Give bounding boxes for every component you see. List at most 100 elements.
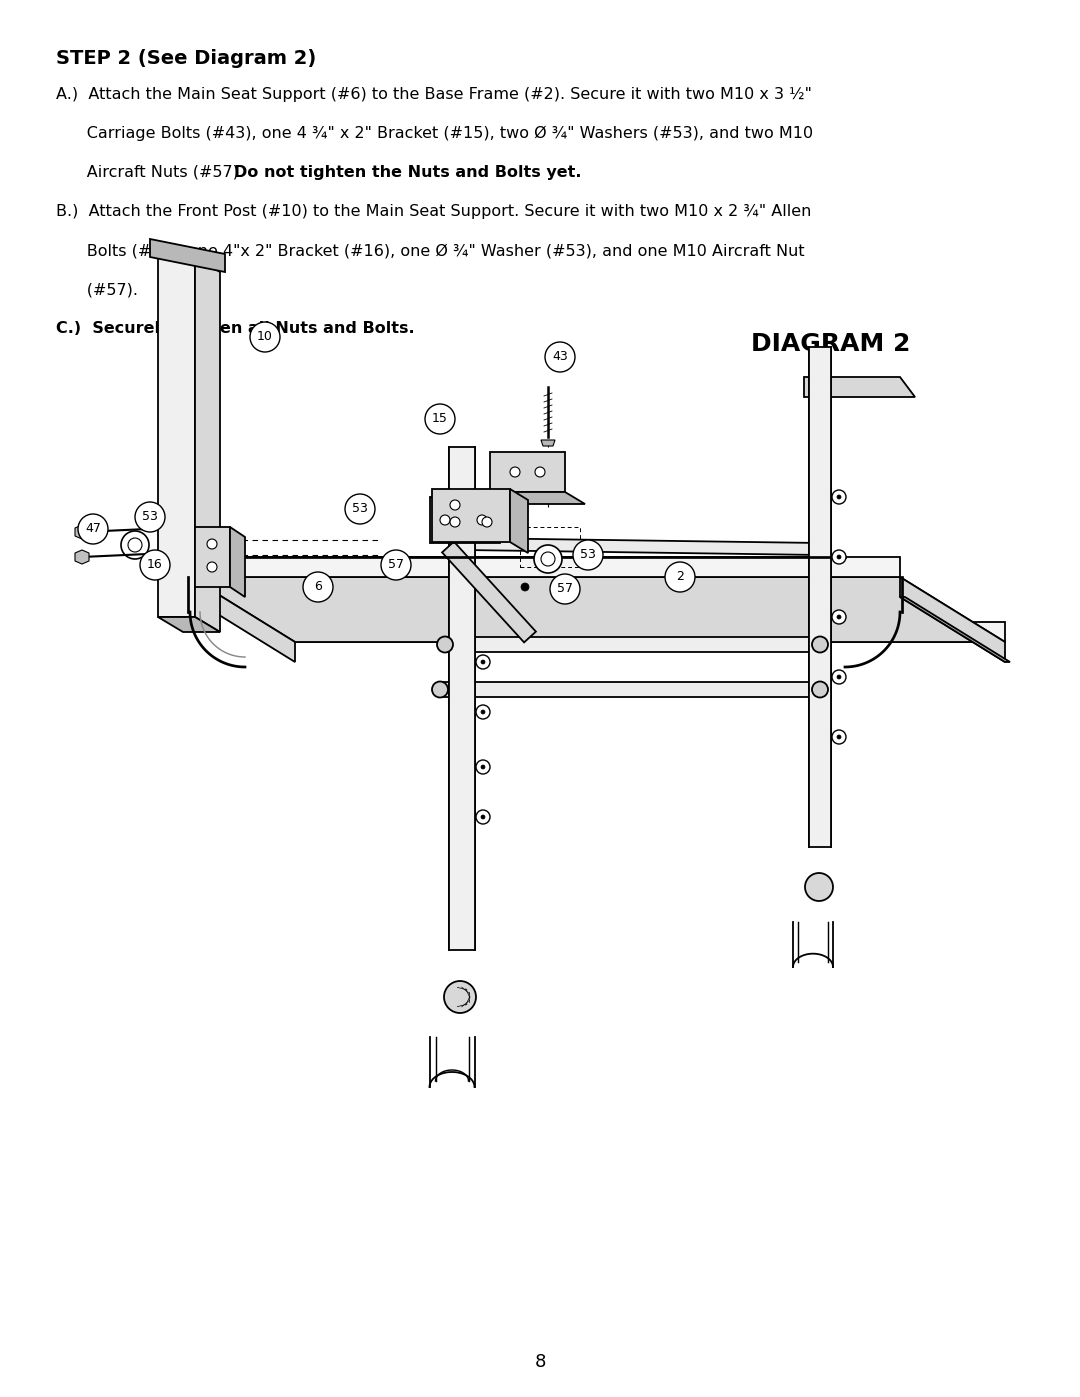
Text: 53: 53 (352, 503, 368, 515)
Text: Bolts (#47), one 4"x 2" Bracket (#16), one Ø ¾" Washer (#53), and one M10 Aircra: Bolts (#47), one 4"x 2" Bracket (#16), o… (56, 243, 805, 258)
Circle shape (249, 321, 280, 352)
Circle shape (476, 705, 490, 719)
Circle shape (476, 760, 490, 774)
Text: STEP 2 (See Diagram 2): STEP 2 (See Diagram 2) (56, 49, 316, 68)
Polygon shape (900, 577, 1005, 662)
Circle shape (481, 710, 485, 714)
Circle shape (444, 981, 476, 1013)
Polygon shape (195, 527, 230, 587)
Polygon shape (158, 257, 195, 617)
Text: 53: 53 (580, 549, 596, 562)
Circle shape (805, 873, 833, 901)
Polygon shape (900, 597, 1010, 662)
Circle shape (450, 517, 460, 527)
Circle shape (78, 514, 108, 543)
Circle shape (426, 404, 455, 434)
Polygon shape (442, 542, 536, 643)
Text: A.)  Attach the Main Seat Support (#6) to the Base Frame (#2). Secure it with tw: A.) Attach the Main Seat Support (#6) to… (56, 87, 812, 102)
Circle shape (541, 552, 555, 566)
Text: Carriage Bolts (#43), one 4 ¾" x 2" Bracket (#15), two Ø ¾" Washers (#53), and t: Carriage Bolts (#43), one 4 ¾" x 2" Brac… (56, 126, 813, 141)
Circle shape (832, 731, 846, 745)
Polygon shape (490, 453, 565, 492)
Text: C.)  Securely tighten all Nuts and Bolts.: C.) Securely tighten all Nuts and Bolts. (56, 321, 415, 337)
Text: B.)  Attach the Front Post (#10) to the Main Seat Support. Secure it with two M1: B.) Attach the Front Post (#10) to the M… (56, 204, 811, 219)
Circle shape (837, 615, 841, 619)
Circle shape (477, 515, 487, 525)
Circle shape (207, 539, 217, 549)
Text: 15: 15 (432, 412, 448, 426)
Circle shape (535, 467, 545, 476)
Circle shape (521, 583, 529, 591)
Polygon shape (158, 617, 220, 631)
Circle shape (135, 502, 165, 532)
Circle shape (129, 538, 141, 552)
Circle shape (837, 675, 841, 679)
Circle shape (510, 467, 519, 476)
Circle shape (140, 550, 170, 580)
Circle shape (837, 495, 841, 499)
Text: Aircraft Nuts (#57).: Aircraft Nuts (#57). (56, 165, 249, 180)
Text: 2: 2 (676, 570, 684, 584)
Circle shape (450, 500, 460, 510)
Polygon shape (190, 577, 295, 662)
Circle shape (837, 735, 841, 739)
Polygon shape (449, 447, 475, 950)
Text: 8: 8 (535, 1354, 545, 1370)
Circle shape (832, 550, 846, 564)
Polygon shape (430, 497, 500, 543)
Circle shape (573, 541, 603, 570)
Circle shape (482, 517, 492, 527)
Circle shape (121, 531, 149, 559)
Polygon shape (190, 577, 1005, 643)
Polygon shape (440, 682, 820, 697)
Polygon shape (75, 525, 89, 539)
Polygon shape (445, 637, 820, 652)
Text: 16: 16 (147, 559, 163, 571)
Circle shape (432, 682, 448, 697)
Circle shape (437, 637, 453, 652)
Circle shape (476, 655, 490, 669)
Circle shape (481, 766, 485, 768)
Circle shape (837, 555, 841, 559)
Polygon shape (804, 377, 915, 397)
Polygon shape (809, 346, 831, 847)
Polygon shape (190, 557, 900, 577)
Circle shape (207, 562, 217, 571)
Circle shape (812, 637, 828, 652)
Text: 57: 57 (557, 583, 573, 595)
Text: 10: 10 (257, 331, 273, 344)
Text: 53: 53 (143, 510, 158, 524)
Circle shape (303, 571, 333, 602)
Text: 6: 6 (314, 581, 322, 594)
Polygon shape (490, 492, 585, 504)
Circle shape (812, 682, 828, 697)
Text: (#57).: (#57). (56, 282, 138, 298)
Polygon shape (150, 239, 225, 272)
Polygon shape (230, 527, 245, 597)
Text: DIAGRAM 2: DIAGRAM 2 (751, 332, 910, 356)
Polygon shape (510, 489, 528, 553)
Polygon shape (195, 257, 220, 631)
Circle shape (476, 810, 490, 824)
Circle shape (481, 814, 485, 819)
Polygon shape (432, 489, 510, 542)
Text: Do not tighten the Nuts and Bolts yet.: Do not tighten the Nuts and Bolts yet. (234, 165, 582, 180)
Circle shape (545, 342, 575, 372)
Circle shape (550, 574, 580, 604)
Circle shape (481, 659, 485, 664)
Circle shape (534, 545, 562, 573)
Polygon shape (465, 538, 820, 555)
Text: 43: 43 (552, 351, 568, 363)
Polygon shape (75, 550, 89, 564)
Text: 57: 57 (388, 559, 404, 571)
Circle shape (665, 562, 696, 592)
Circle shape (381, 550, 411, 580)
Polygon shape (295, 622, 1005, 643)
Circle shape (832, 671, 846, 685)
Circle shape (832, 610, 846, 624)
Polygon shape (541, 440, 555, 446)
Circle shape (345, 495, 375, 524)
Circle shape (832, 490, 846, 504)
Circle shape (440, 515, 450, 525)
Text: 47: 47 (85, 522, 100, 535)
